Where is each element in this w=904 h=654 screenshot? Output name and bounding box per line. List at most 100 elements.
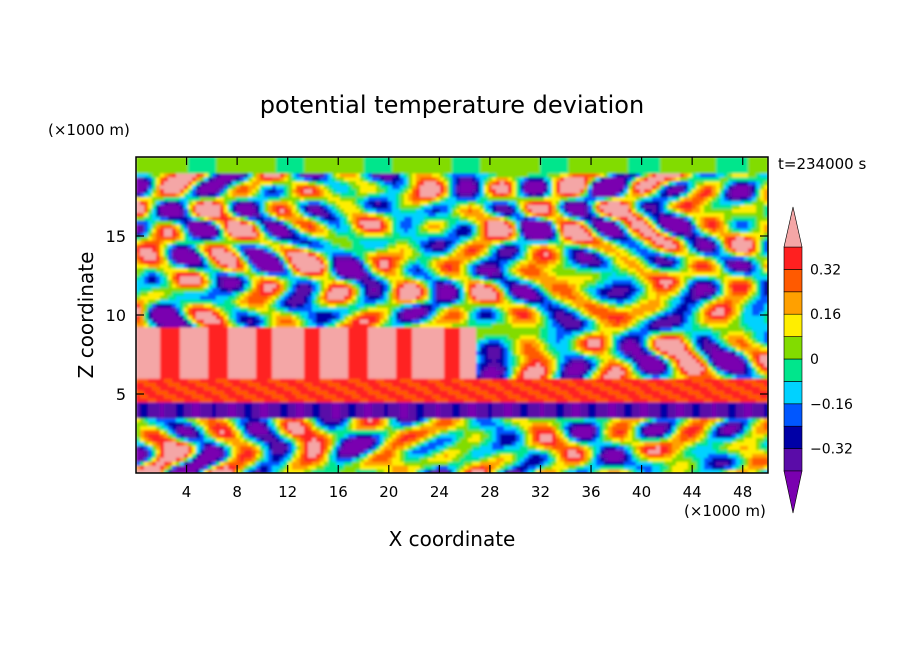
contour-cell: [352, 449, 357, 454]
contour-cell: [740, 457, 745, 462]
contour-cell: [748, 362, 753, 367]
contour-cell: [260, 421, 265, 427]
contour-cell: [488, 409, 493, 415]
contour-cell: [712, 457, 717, 462]
contour-cell: [444, 350, 449, 356]
contour-cell: [504, 457, 509, 462]
contour-cell: [660, 453, 665, 458]
contour-cell: [520, 405, 525, 411]
contour-cell: [696, 401, 701, 407]
contour-cell: [568, 469, 573, 473]
contour-cell: [372, 465, 377, 470]
contour-cell: [452, 370, 457, 375]
contour-cell: [260, 358, 265, 363]
contour-cell: [268, 461, 273, 466]
contour-cell: [312, 429, 317, 435]
contour-cell: [204, 394, 209, 399]
contour-cell: [696, 386, 701, 391]
contour-cell: [172, 409, 177, 415]
contour-cell: [384, 409, 389, 415]
contour-cell: [716, 413, 721, 419]
contour-cell: [508, 437, 513, 442]
contour-cell: [204, 350, 209, 356]
contour-cell: [396, 362, 401, 367]
contour-cell: [760, 386, 765, 391]
contour-cell: [692, 433, 697, 439]
contour-cell: [164, 417, 169, 423]
contour-cell: [388, 362, 393, 367]
contour-cell: [484, 358, 489, 363]
contour-cell: [572, 358, 577, 363]
contour-cell: [168, 457, 173, 462]
contour-cell: [296, 358, 301, 363]
contour-cell: [504, 397, 509, 403]
contour-cell: [616, 433, 621, 439]
contour-cell: [204, 370, 209, 375]
contour-cell: [264, 354, 269, 360]
contour-cell: [404, 437, 409, 442]
contour-cell: [540, 437, 545, 442]
contour-cell: [524, 409, 529, 415]
contour-cell: [616, 378, 621, 383]
contour-cell: [280, 461, 285, 466]
contour-cell: [620, 441, 625, 446]
contour-cell: [608, 370, 613, 375]
contour-cell: [200, 346, 205, 352]
contour-cell: [564, 390, 569, 395]
contour-cell: [588, 397, 593, 403]
contour-cell: [236, 394, 241, 399]
contour-cell: [156, 441, 161, 446]
contour-cell: [420, 465, 425, 470]
contour-cell: [700, 425, 705, 431]
contour-cell: [292, 374, 297, 379]
contour-cell: [728, 401, 733, 407]
contour-cell: [452, 374, 457, 379]
contour-cell: [664, 390, 669, 395]
contour-cell: [592, 354, 597, 360]
contour-cell: [700, 354, 705, 360]
contour-cell: [392, 469, 397, 473]
contour-cell: [460, 417, 465, 423]
contour-cell: [332, 354, 337, 360]
contour-cell: [268, 437, 273, 442]
contour-cell: [552, 366, 557, 371]
contour-cell: [472, 461, 477, 466]
contour-cell: [548, 449, 553, 454]
contour-cell: [152, 405, 157, 411]
contour-cell: [440, 394, 445, 399]
contour-cell: [544, 405, 549, 411]
contour-cell: [704, 465, 709, 470]
contour-cell: [504, 433, 509, 439]
contour-cell: [232, 421, 237, 427]
contour-cell: [660, 449, 665, 454]
contour-cell: [660, 397, 665, 403]
contour-cell: [656, 433, 661, 439]
contour-cell: [640, 366, 645, 371]
contour-cell: [320, 413, 325, 419]
contour-cell: [648, 405, 653, 411]
contour-cell: [628, 465, 633, 470]
contour-cell: [220, 366, 225, 371]
contour-cell: [416, 366, 421, 371]
contour-cell: [600, 394, 605, 399]
contour-cell: [456, 386, 461, 391]
contour-cell: [180, 457, 185, 462]
contour-cell: [440, 370, 445, 375]
contour-cell: [536, 449, 541, 454]
contour-cell: [316, 374, 321, 379]
contour-cell: [508, 354, 513, 360]
contour-cell: [232, 413, 237, 419]
contour-cell: [440, 449, 445, 454]
contour-cell: [636, 465, 641, 470]
contour-cell: [172, 469, 177, 473]
contour-cell: [256, 433, 261, 439]
contour-cell: [672, 378, 677, 383]
contour-cell: [572, 382, 577, 387]
contour-cell: [672, 445, 677, 450]
contour-cell: [612, 401, 617, 407]
contour-cell: [700, 465, 705, 470]
contour-cell: [304, 394, 309, 399]
contour-cell: [620, 362, 625, 367]
contour-cell: [608, 449, 613, 454]
contour-cell: [144, 401, 149, 407]
